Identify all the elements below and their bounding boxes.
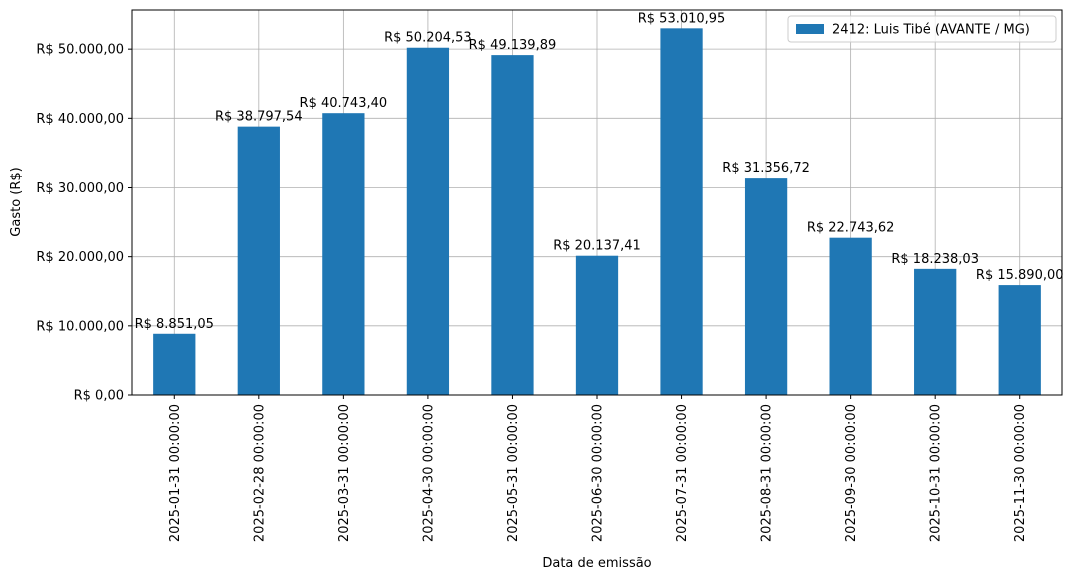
bar xyxy=(744,178,788,395)
legend: 2412: Luis Tibé (AVANTE / MG) xyxy=(787,15,1057,43)
x-tick-label: 2025-04-30 00:00:00 xyxy=(421,404,436,542)
x-tick-label: 2025-08-31 00:00:00 xyxy=(760,404,775,542)
bar xyxy=(660,28,703,396)
x-tick-label: 2025-02-28 00:00:00 xyxy=(252,404,267,542)
value-label: R$ 49.139,89 xyxy=(469,38,557,53)
x-tick-label: 2025-06-30 00:00:00 xyxy=(591,404,606,542)
value-label: R$ 22.743,62 xyxy=(807,221,895,236)
bar xyxy=(829,237,872,395)
value-label: R$ 53.010,95 xyxy=(638,11,726,26)
value-label: R$ 8.851,05 xyxy=(135,317,214,332)
value-label: R$ 50.204,53 xyxy=(384,31,472,46)
value-label: R$ 31.356,72 xyxy=(722,161,810,176)
value-label: R$ 15.890,00 xyxy=(976,268,1064,283)
y-tick-label: R$ 10.000,00 xyxy=(36,319,124,334)
value-label: R$ 38.797,54 xyxy=(215,110,303,125)
y-tick-label: R$ 30.000,00 xyxy=(36,181,124,196)
y-tick-label: R$ 20.000,00 xyxy=(36,250,124,265)
x-tick-label: 2025-11-30 00:00:00 xyxy=(1013,404,1028,542)
x-tick-label: 2025-01-31 00:00:00 xyxy=(168,404,183,542)
legend-label: 2412: Luis Tibé (AVANTE / MG) xyxy=(832,23,1030,38)
x-tick-label: 2025-07-31 00:00:00 xyxy=(675,404,690,542)
bar xyxy=(491,55,534,395)
bar xyxy=(406,47,450,396)
bar xyxy=(153,333,196,395)
x-tick-label: 2025-03-31 00:00:00 xyxy=(337,404,352,542)
bar xyxy=(322,113,365,395)
y-tick-label: R$ 50.000,00 xyxy=(36,43,124,58)
x-axis-label: Data de emissão xyxy=(542,556,651,571)
bar xyxy=(998,285,1041,395)
value-label: R$ 18.238,03 xyxy=(891,252,979,267)
bar xyxy=(575,255,619,395)
bar xyxy=(237,126,280,395)
x-tick-label: 2025-09-30 00:00:00 xyxy=(844,404,859,542)
x-tick-label: 2025-10-31 00:00:00 xyxy=(929,404,944,542)
plot-frame xyxy=(131,9,1063,396)
y-tick-label: R$ 40.000,00 xyxy=(36,112,124,127)
legend-swatch xyxy=(796,24,824,34)
legend-box xyxy=(787,15,1057,43)
x-tick-label: 2025-05-31 00:00:00 xyxy=(506,404,521,542)
y-axis-label: Gasto (R$) xyxy=(9,167,24,236)
value-label: R$ 40.743,40 xyxy=(300,96,388,111)
bar xyxy=(914,268,957,395)
value-label: R$ 20.137,41 xyxy=(553,239,641,254)
y-tick-label: R$ 0,00 xyxy=(74,389,124,404)
